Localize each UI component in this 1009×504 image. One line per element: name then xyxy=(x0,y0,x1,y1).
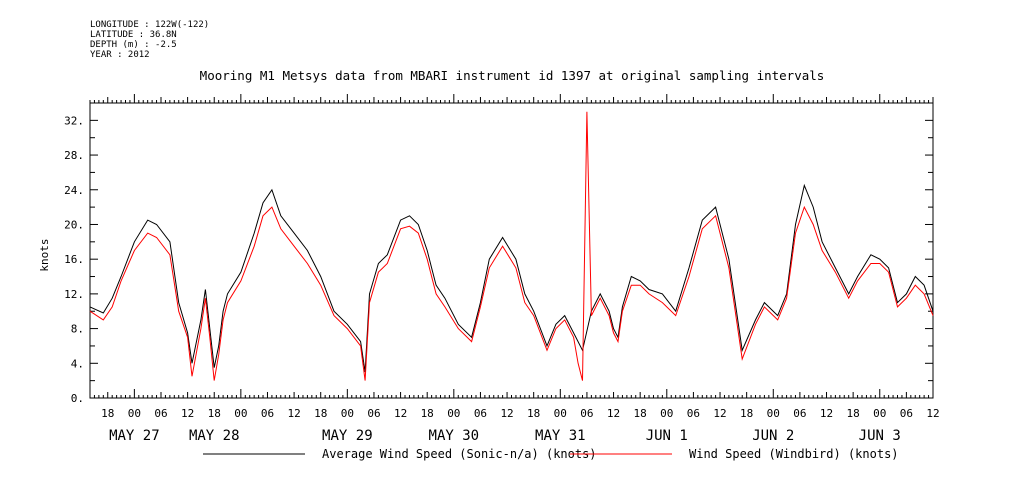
legend-label-windbird: Wind Speed (Windbird) (knots) xyxy=(689,447,899,461)
x-day-label: MAY 31 xyxy=(535,428,586,444)
x-tick-label: 12 xyxy=(713,407,726,420)
x-tick-label: 12 xyxy=(287,407,300,420)
y-tick-label: 4. xyxy=(71,357,84,370)
x-tick-label: 18 xyxy=(847,407,860,420)
x-tick-label: 12 xyxy=(394,407,407,420)
x-tick-label: 12 xyxy=(820,407,833,420)
x-tick-label: 00 xyxy=(873,407,886,420)
meta-depth: DEPTH (m) : -2.5 xyxy=(90,40,177,50)
x-day-label: MAY 28 xyxy=(189,428,240,444)
x-tick-label: 06 xyxy=(793,407,806,420)
x-tick-label: 18 xyxy=(314,407,327,420)
x-tick-label: 12 xyxy=(500,407,513,420)
series-group xyxy=(89,111,934,381)
y-tick-label: 16. xyxy=(64,253,84,266)
y-tick-label: 20. xyxy=(64,218,84,231)
y-tick-label: 8. xyxy=(71,323,84,336)
x-tick-label: 12 xyxy=(607,407,620,420)
y-tick-label: 32. xyxy=(64,114,84,127)
x-tick-label: 00 xyxy=(660,407,673,420)
x-day-label: JUN 2 xyxy=(752,428,794,444)
x-tick-label: 06 xyxy=(367,407,380,420)
x-tick-label: 18 xyxy=(421,407,434,420)
x-tick-label: 06 xyxy=(900,407,913,420)
y-axis-label: knots xyxy=(38,238,51,271)
meta-latitude: LATITUDE : 36.8N xyxy=(90,30,177,40)
x-day-label: MAY 27 xyxy=(109,428,160,444)
x-tick-label: 06 xyxy=(154,407,167,420)
meta-year: YEAR : 2012 xyxy=(90,50,150,60)
x-tick-label: 00 xyxy=(767,407,780,420)
plot-frame xyxy=(89,102,934,399)
y-tick-label: 0. xyxy=(71,392,84,405)
x-tick-label: 12 xyxy=(926,407,939,420)
y-axis: 0. 4. 8. 12. 16. 20. 24. 28. 32. xyxy=(64,102,933,405)
x-tick-label: 00 xyxy=(128,407,141,420)
x-tick-label: 06 xyxy=(580,407,593,420)
x-day-label: MAY 29 xyxy=(322,428,373,444)
legend-label-sonic: Average Wind Speed (Sonic-n/a) (knots) xyxy=(322,447,597,461)
x-tick-label: 06 xyxy=(474,407,487,420)
x-axis: 18 00 06 12 18 00 06 12 18 00 06 12 18 00 06 12 18 00 06 12… xyxy=(89,94,940,444)
x-day-label: JUN 3 xyxy=(859,428,901,444)
y-tick-label: 24. xyxy=(64,184,84,197)
x-tick-label: 06 xyxy=(261,407,274,420)
x-day-label: MAY 30 xyxy=(429,428,480,444)
x-tick-label: 00 xyxy=(341,407,354,420)
legend: Average Wind Speed (Sonic-n/a) (knots) W… xyxy=(203,447,899,461)
x-tick-label: 18 xyxy=(740,407,753,420)
x-tick-label: 12 xyxy=(181,407,194,420)
x-tick-label: 18 xyxy=(101,407,114,420)
x-tick-label: 00 xyxy=(554,407,567,420)
y-tick-label: 28. xyxy=(64,149,84,162)
y-tick-label: 12. xyxy=(64,288,84,301)
chart-title: Mooring M1 Metsys data from MBARI instru… xyxy=(200,68,825,83)
series-line-sonic xyxy=(89,183,934,373)
x-day-label: JUN 1 xyxy=(646,428,688,444)
metadata-block: LONGITUDE : 122W(-122) LATITUDE : 36.8N … xyxy=(90,20,209,60)
x-tick-label: 18 xyxy=(527,407,540,420)
x-tick-label: 18 xyxy=(208,407,221,420)
x-tick-label: 00 xyxy=(234,407,247,420)
x-tick-label: 06 xyxy=(687,407,700,420)
meta-longitude: LONGITUDE : 122W(-122) xyxy=(90,20,210,30)
series-line-windbird xyxy=(89,111,934,381)
x-tick-label: 18 xyxy=(634,407,647,420)
x-tick-label: 00 xyxy=(447,407,460,420)
